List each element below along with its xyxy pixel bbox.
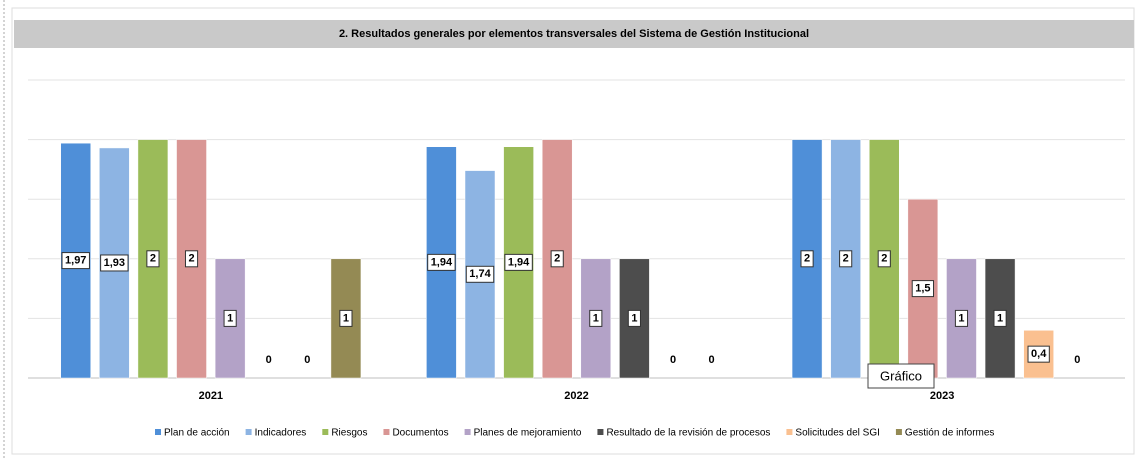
chart-title: 2. Resultados generales por elementos tr… xyxy=(339,28,809,40)
title-bar xyxy=(14,20,1134,48)
data-label-box xyxy=(550,250,564,268)
data-label: 0,4 xyxy=(1031,348,1047,360)
data-label-box xyxy=(800,250,814,268)
data-label-box xyxy=(146,250,160,268)
data-label: 1,93 xyxy=(104,257,125,269)
data-label-box xyxy=(223,309,237,327)
legend-label: Resultado de la revisión de procesos xyxy=(606,428,770,439)
tooltip-text: Gráfico xyxy=(880,368,922,383)
data-label: 1 xyxy=(343,312,349,324)
legend-swatch xyxy=(597,429,604,435)
legend-swatch xyxy=(245,429,252,435)
data-label-box xyxy=(61,252,90,270)
data-label: 0 xyxy=(1074,354,1080,366)
data-label-box xyxy=(839,250,853,268)
data-label: 2 xyxy=(150,253,156,265)
data-label: 1 xyxy=(631,312,637,324)
data-label: 1 xyxy=(227,312,233,324)
legend-swatch xyxy=(464,429,471,435)
data-label-box xyxy=(589,309,603,327)
legend-label: Indicadores xyxy=(255,428,307,439)
data-label: 1,5 xyxy=(915,283,930,295)
data-label-box xyxy=(100,254,129,272)
data-label: 2 xyxy=(843,253,849,265)
legend-label: Solicitudes del SGI xyxy=(795,428,880,439)
data-label: 0 xyxy=(304,354,310,366)
data-label: 0 xyxy=(709,354,715,366)
data-label-box xyxy=(184,250,199,268)
x-tick-label: 2021 xyxy=(199,390,223,402)
data-label: 1,97 xyxy=(65,254,86,266)
legend-label: Plan de acción xyxy=(164,428,230,439)
data-label-box xyxy=(504,253,533,271)
data-label: 1,94 xyxy=(431,256,453,268)
data-label: 0 xyxy=(670,354,676,366)
x-tick-label: 2023 xyxy=(930,390,954,402)
data-label: 1 xyxy=(958,312,964,324)
legend-label: Gestión de informes xyxy=(905,428,995,439)
data-label: 1,94 xyxy=(508,256,530,268)
data-label: 2 xyxy=(804,253,810,265)
data-label-box xyxy=(427,253,456,271)
data-label: 1 xyxy=(997,312,1003,324)
data-label-box xyxy=(877,250,891,268)
legend-label: Planes de mejoramiento xyxy=(474,428,582,439)
tooltip-box xyxy=(867,363,935,389)
data-label: 0 xyxy=(266,354,272,366)
x-tick-label: 2022 xyxy=(564,390,588,402)
data-label-box xyxy=(1027,345,1050,363)
legend-label: Riesgos xyxy=(331,428,367,439)
data-label: 2 xyxy=(881,253,887,265)
data-label-box xyxy=(465,265,495,283)
legend-swatch xyxy=(322,429,329,435)
legend-swatch xyxy=(383,429,390,435)
data-label: 1,74 xyxy=(469,268,491,280)
data-label-box xyxy=(911,280,935,298)
legend-label: Documentos xyxy=(392,428,448,439)
data-label: 2 xyxy=(188,253,194,265)
data-label: 1 xyxy=(593,312,599,324)
legend-swatch xyxy=(895,429,902,435)
data-label-box xyxy=(954,309,969,327)
legend-swatch xyxy=(155,429,161,435)
data-label-box xyxy=(339,309,353,327)
data-label-box xyxy=(993,309,1007,327)
data-label: 2 xyxy=(554,253,560,265)
legend-swatch xyxy=(786,429,793,435)
data-label-box xyxy=(627,309,641,327)
